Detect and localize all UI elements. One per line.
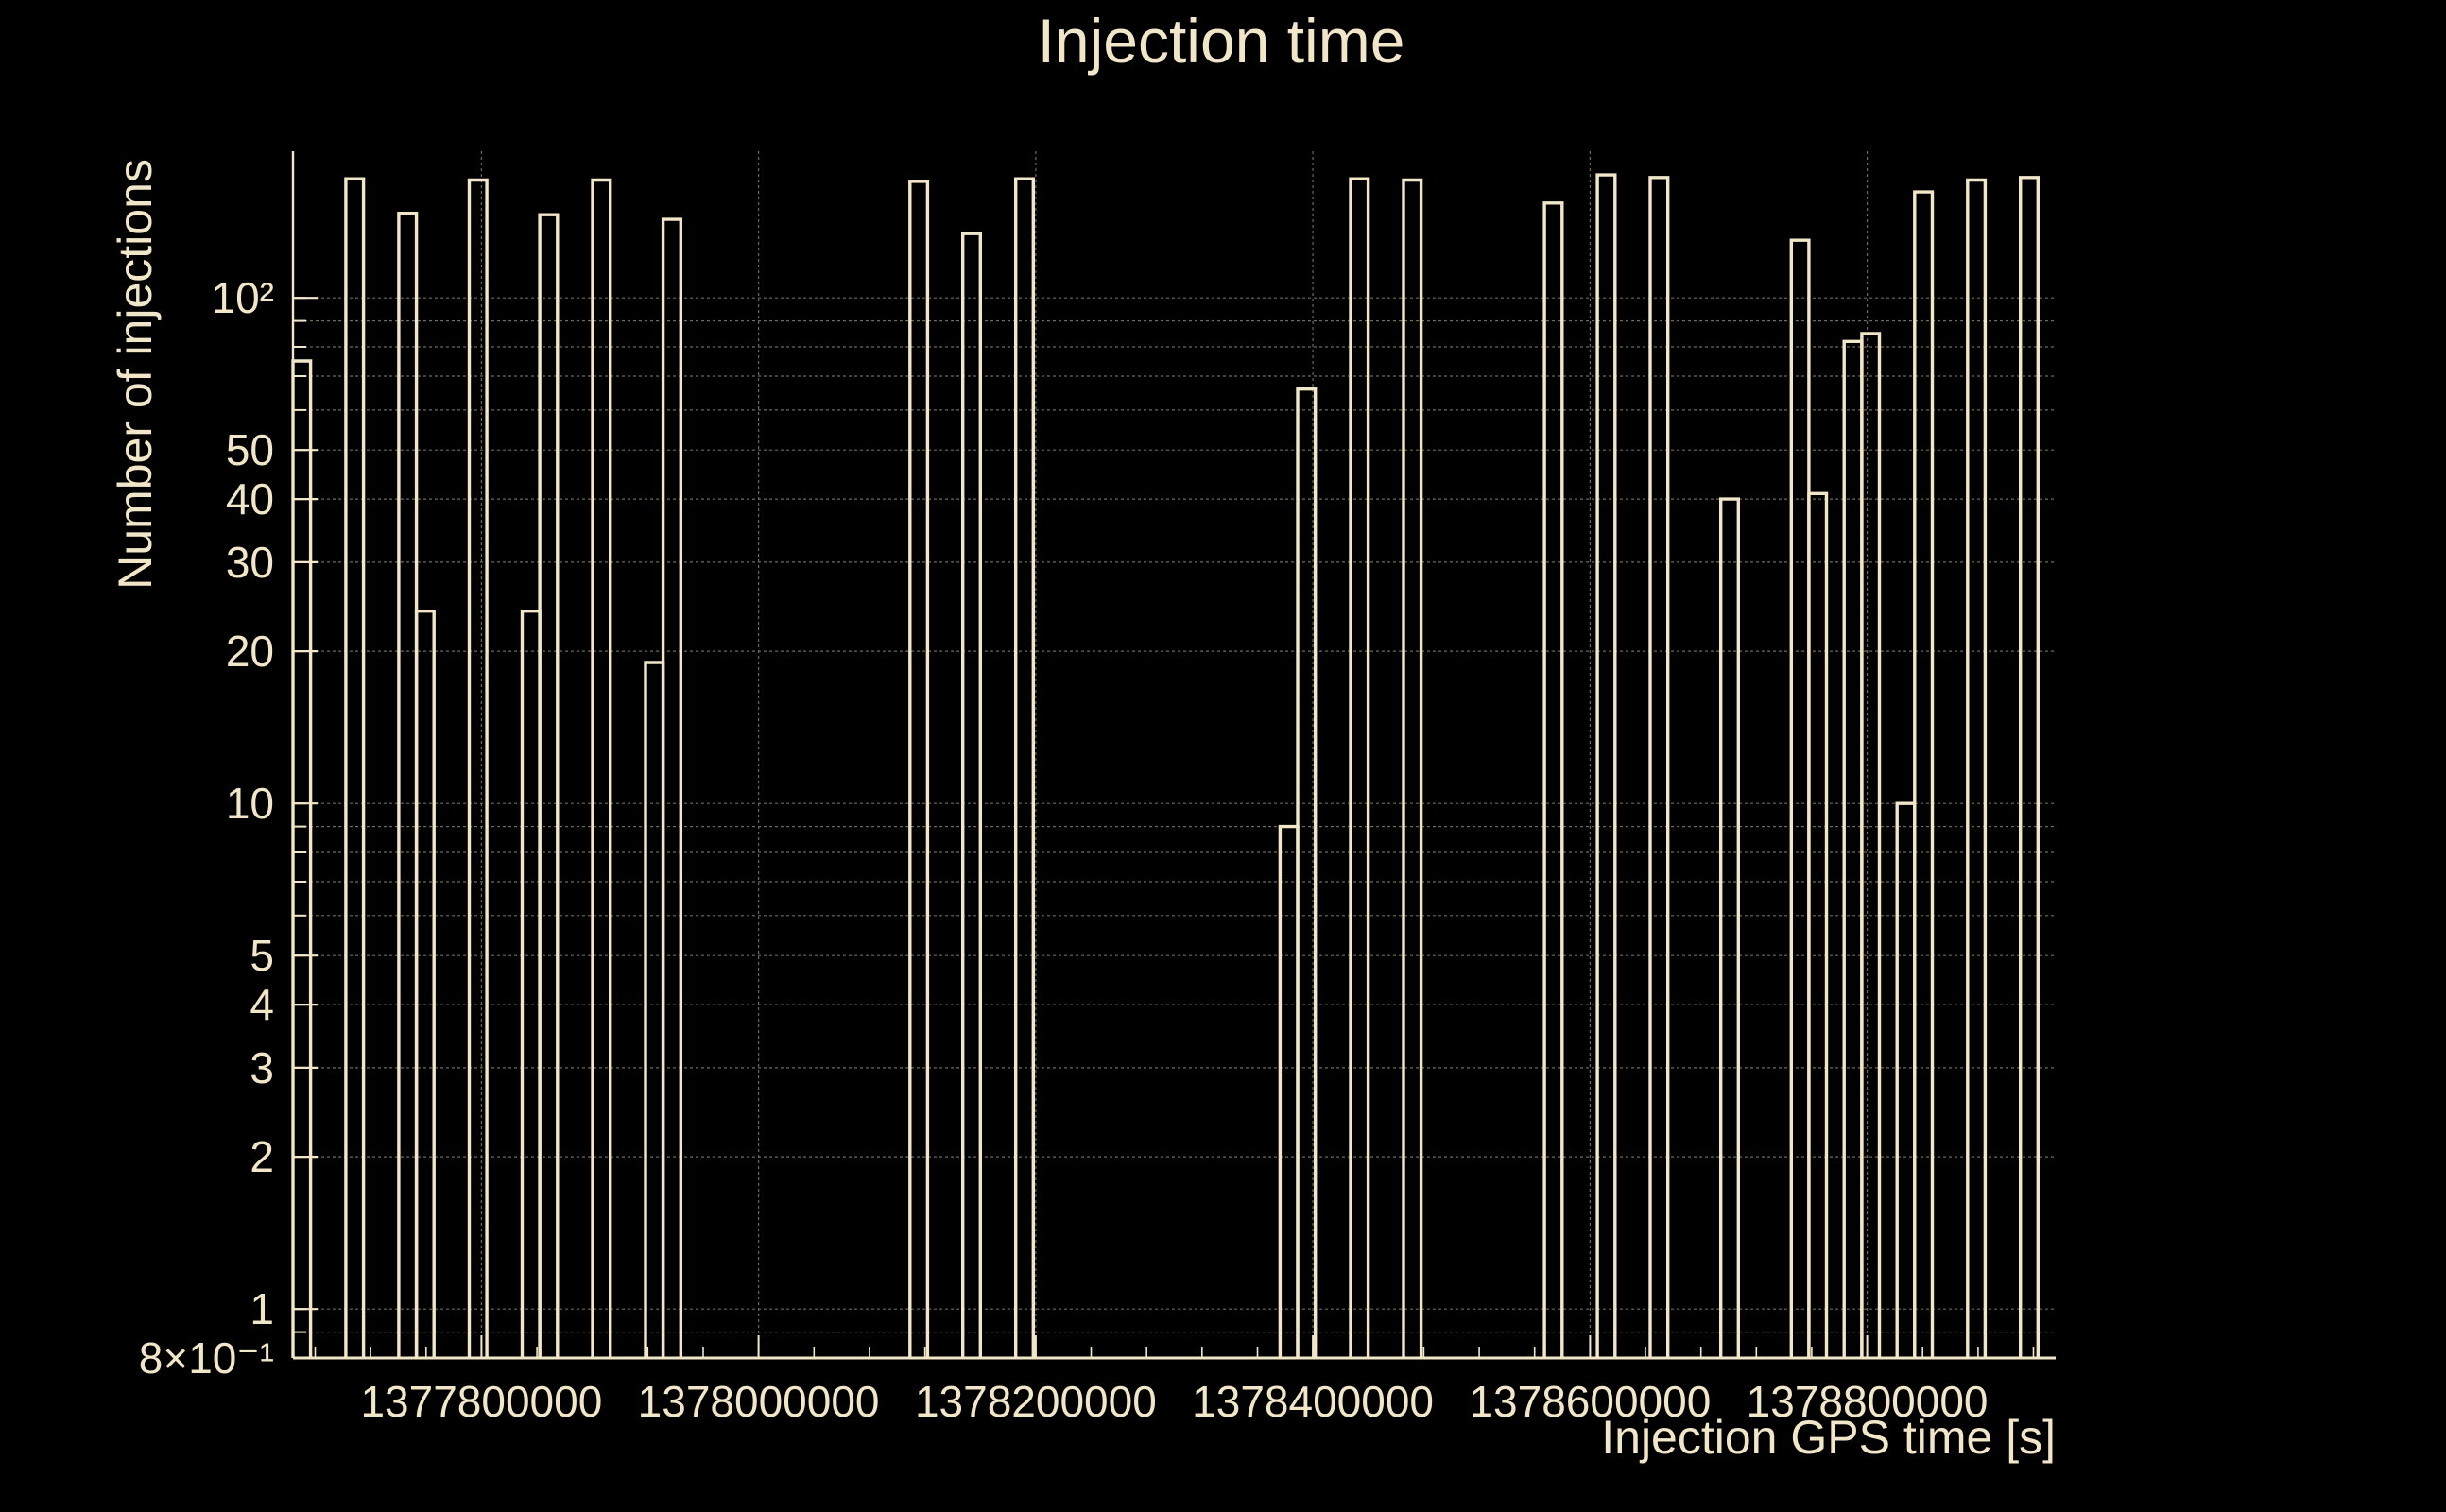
histogram-bar (1595, 173, 1617, 1358)
x-tick-label: 1378000000 (638, 1377, 880, 1426)
histogram-bar (1913, 190, 1935, 1358)
y-tick-label: 4 (250, 980, 274, 1029)
histogram-bar (1807, 491, 1829, 1358)
histogram-bar (1296, 387, 1318, 1358)
histogram-bar (1402, 178, 1423, 1358)
x-tick-label: 1378400000 (1192, 1377, 1434, 1426)
y-tick-label: 1 (250, 1284, 274, 1333)
y-tick-label: 8×10⁻¹ (139, 1333, 274, 1383)
histogram-bar (1648, 176, 1670, 1358)
y-axis-label: Number of injections (109, 159, 162, 590)
histogram-bar (467, 178, 489, 1358)
y-tick-label: 30 (226, 538, 274, 587)
histogram-bar (538, 213, 560, 1358)
chart-title: Injection time (1038, 6, 1405, 76)
y-tick-label: 3 (250, 1043, 274, 1092)
y-tick-label: 2 (250, 1132, 274, 1181)
y-tick-label: 40 (226, 474, 274, 524)
y-tick-label: 50 (226, 425, 274, 474)
histogram-bar (344, 177, 366, 1358)
x-tick-label: 1378200000 (915, 1377, 1157, 1426)
histogram-bar (661, 217, 682, 1358)
y-tick-label: 20 (226, 627, 274, 676)
histogram-bar (2019, 176, 2040, 1358)
histogram-bar (1966, 178, 1988, 1358)
grid (293, 151, 2056, 1359)
x-tick-label: 1377800000 (360, 1377, 602, 1426)
y-tick-label: 10² (212, 273, 274, 322)
histogram-bar (1014, 177, 1035, 1358)
histogram-bar (961, 232, 982, 1358)
histogram-bar (1860, 332, 1882, 1358)
histogram-bars (291, 173, 2040, 1358)
histogram-bar (1349, 177, 1370, 1358)
histogram-bar (591, 178, 612, 1358)
x-tick-label: 1378600000 (1469, 1377, 1711, 1426)
tick-labels: 1377800000 1378000000 1378200000 1378400000… (139, 273, 1989, 1426)
y-tick-label: 10 (226, 779, 274, 828)
histogram-bar (1542, 201, 1564, 1358)
y-tick-label: 5 (250, 931, 274, 980)
x-axis-label: Injection GPS time [s] (1601, 1411, 2056, 1464)
histogram-bar (414, 610, 436, 1358)
x-tick-label: 1378800000 (1747, 1377, 1989, 1426)
axes (291, 151, 2056, 1360)
histogram-bar (908, 180, 930, 1358)
histogram-bar (1719, 497, 1740, 1358)
